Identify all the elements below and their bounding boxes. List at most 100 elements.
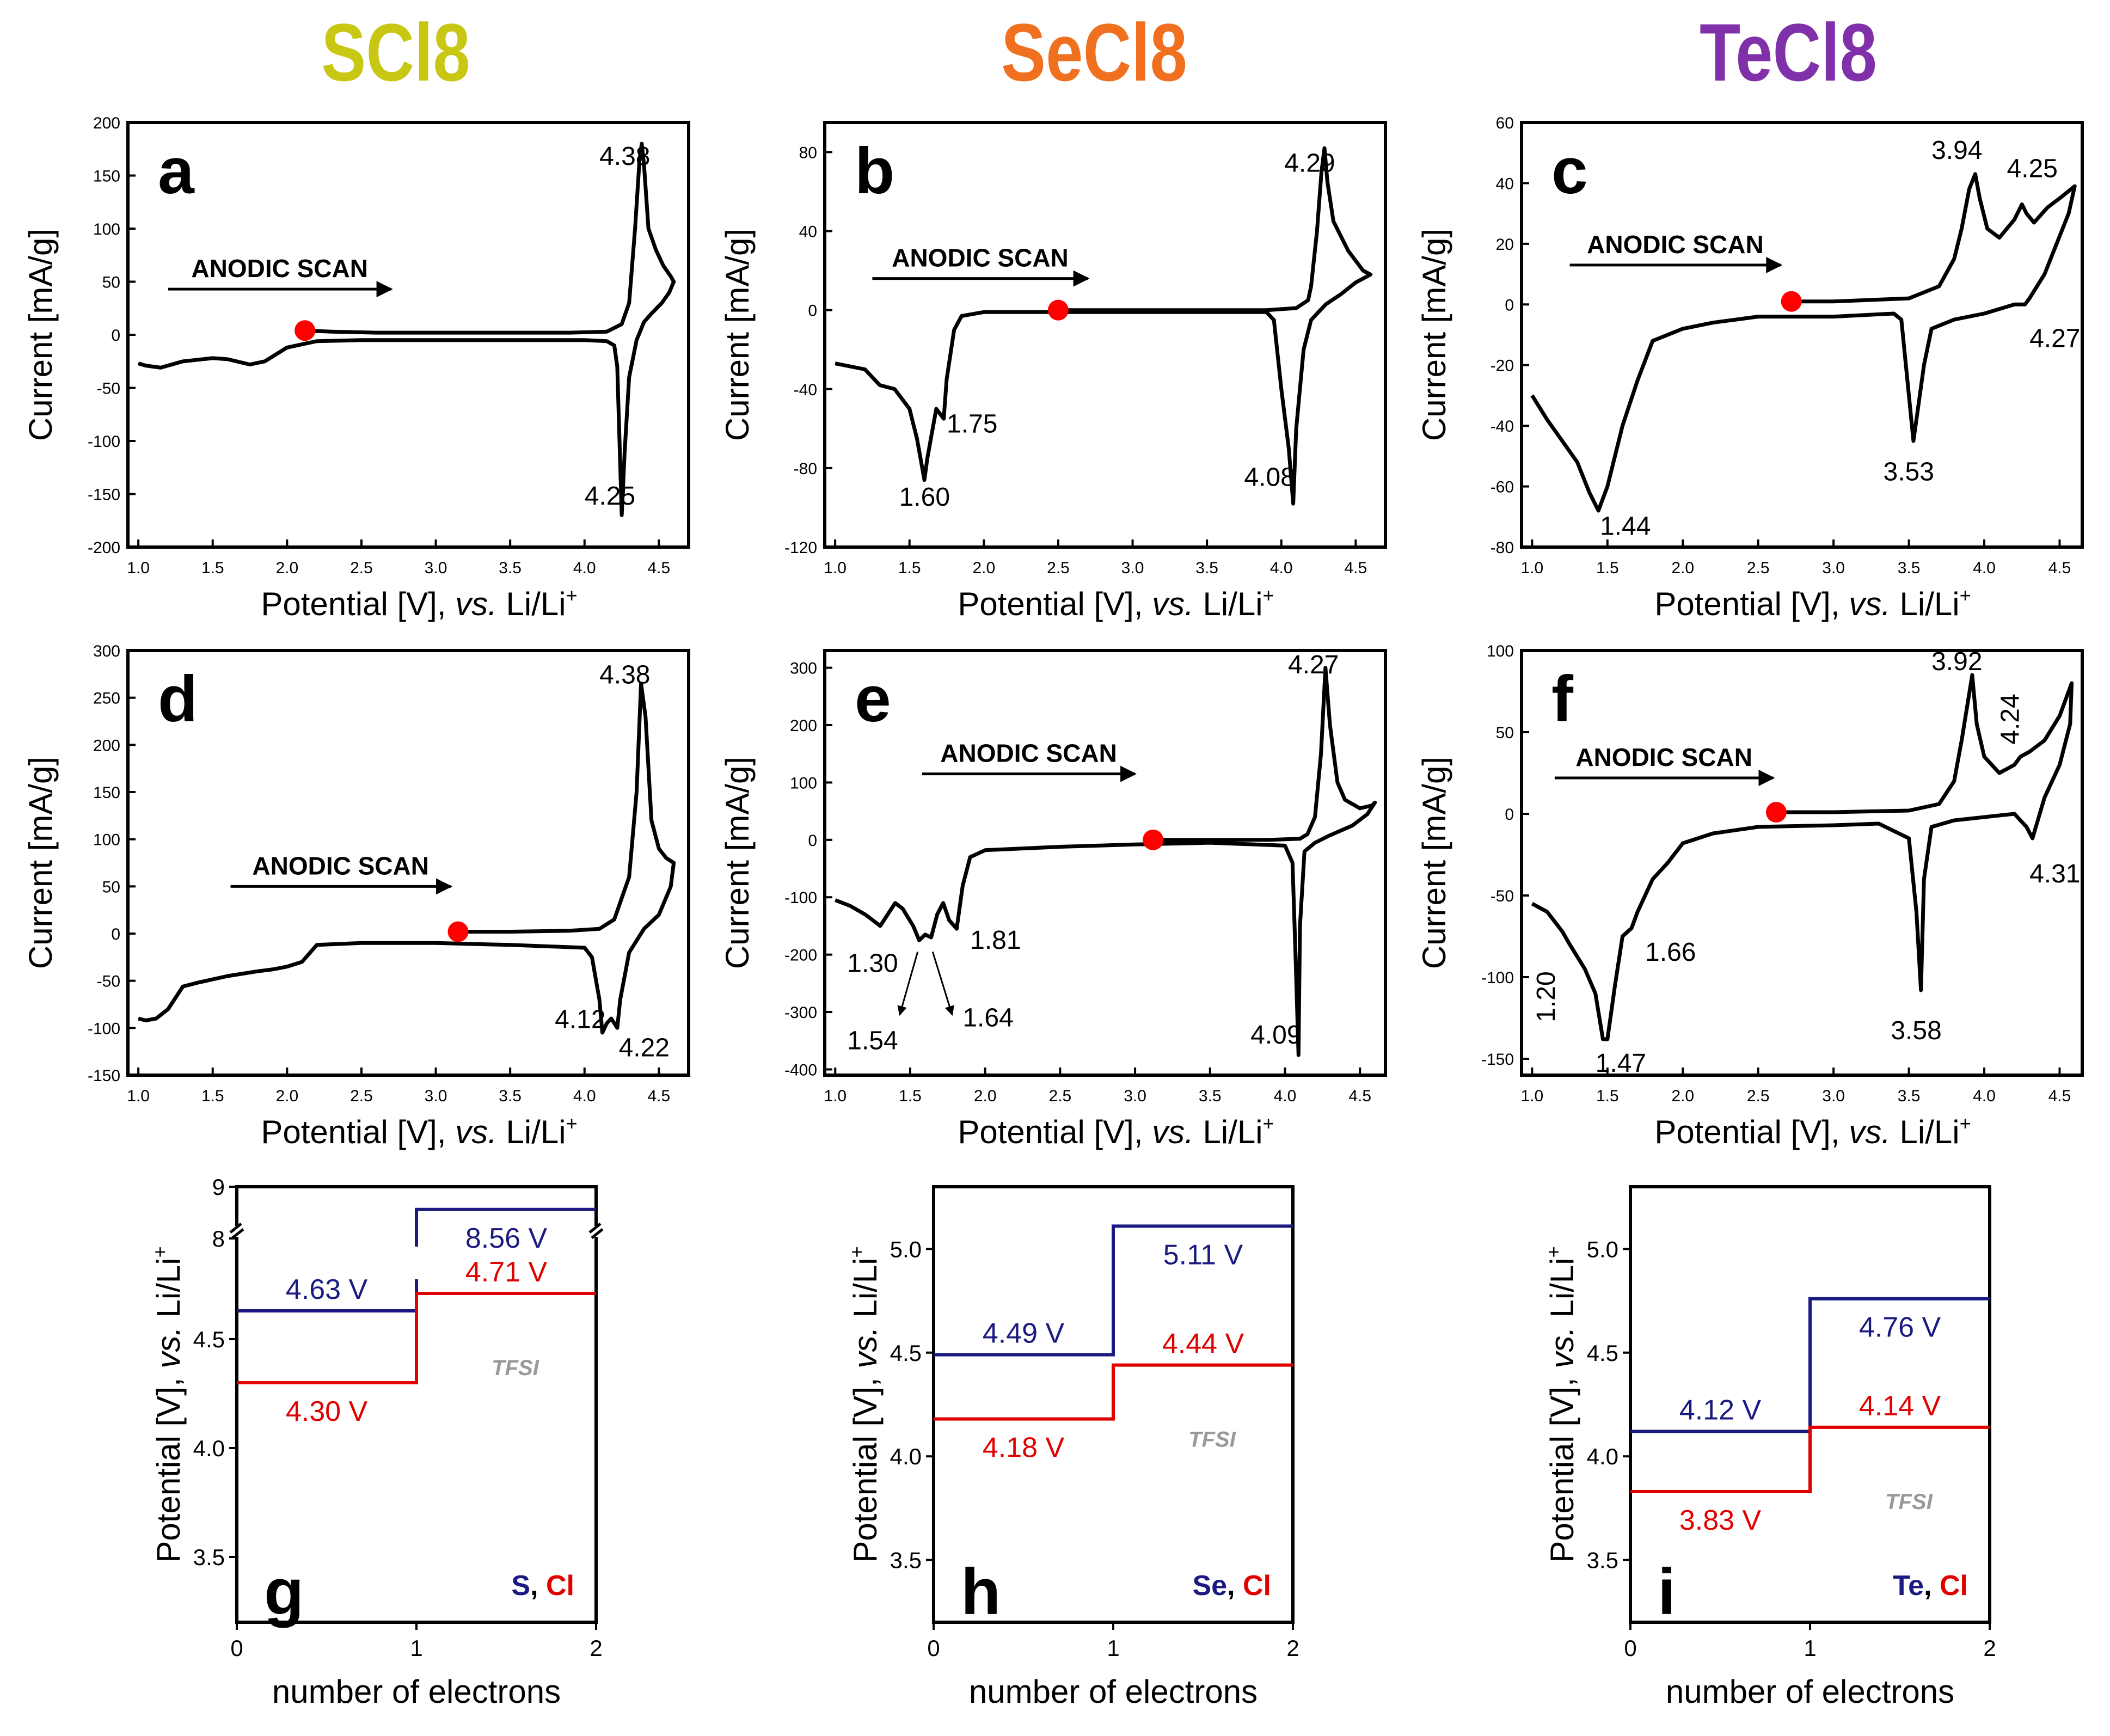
cv-panel-b: 1.0 1.5 2.0 2.5 3.0 3.5 4.0 4.5 -120 -80 -40 0 40 80 A… [719, 121, 1387, 622]
y-tick-label: 8 [212, 1226, 225, 1252]
x-tick-label: 1.5 [1596, 559, 1619, 577]
plot-frame [823, 121, 1387, 549]
cl-step-line [934, 1363, 1293, 1421]
x-tick-label: 3.0 [425, 559, 447, 577]
y-tick-label: -120 [784, 539, 817, 557]
anodic-scan-label: ANODIC SCAN [191, 254, 368, 283]
start-point-marker [1781, 291, 1802, 312]
x-axis-label: Potential [V], vs. Li/Li+ [261, 584, 577, 622]
x-tick-label: 4.5 [1348, 1087, 1371, 1105]
x-tick-label: 1.5 [899, 1087, 922, 1105]
y-tick-label: -100 [88, 1020, 120, 1038]
value-label: 4.44 V [1162, 1328, 1244, 1360]
axis-break-mark [591, 1228, 604, 1239]
panel-letter: f [1551, 662, 1574, 735]
column-title-tecl8: TeCl8 [1700, 7, 1877, 98]
panel-letter: e [855, 662, 891, 735]
value-label: 4.71 V [465, 1256, 548, 1288]
y-axis-label: Current [mA/g] [22, 229, 59, 441]
start-point-marker [447, 921, 469, 942]
y-tick-label: 200 [93, 114, 120, 132]
te-step-line [1630, 1297, 1990, 1433]
x-tick-label: 4.0 [573, 559, 596, 577]
y-tick-label: 3.5 [1587, 1548, 1618, 1573]
y-tick-label: 100 [790, 774, 817, 792]
x-tick-label: 4.0 [1274, 1087, 1297, 1105]
x-tick-label: 3.0 [425, 1087, 447, 1105]
column-title-secl8: SeCl8 [1001, 7, 1187, 98]
x-tick-label: 3.5 [499, 1087, 522, 1105]
x-tick-label: 4.5 [2048, 1087, 2071, 1105]
peak-label: 1.75 [947, 410, 997, 439]
peak-label: 1.54 [847, 1027, 898, 1056]
x-tick-label: 4.0 [1973, 1087, 1996, 1105]
x-tick-label: 3.5 [1199, 1087, 1222, 1105]
x-tick-label: 1 [1107, 1635, 1119, 1661]
value-label: 4.76 V [1859, 1312, 1941, 1344]
y-tick-label: 50 [1496, 724, 1514, 742]
x-tick-label: 1.0 [824, 1087, 847, 1105]
y-tick-label: -200 [784, 947, 817, 965]
peak-label: 3.53 [1884, 457, 1934, 486]
x-tick-label: 4.5 [647, 1087, 670, 1105]
peak-label: 4.25 [2007, 154, 2058, 183]
y-tick-label: -80 [794, 460, 817, 478]
x-tick-label: 1.0 [1521, 1087, 1544, 1105]
cv-trace [835, 146, 1373, 506]
y-tick-label: 200 [93, 737, 120, 754]
x-tick-label: 3.5 [499, 559, 522, 577]
panel-letter: b [855, 134, 894, 207]
cv-trace [835, 666, 1377, 1057]
value-label: 4.30 V [286, 1396, 368, 1427]
y-axis-label: Current [mA/g] [1416, 757, 1452, 969]
y-tick-label: 0 [1505, 806, 1514, 824]
cv-panel-a: 1.0 1.5 2.0 2.5 3.0 3.5 4.0 4.5 -200 -150 -100 -50 0… [22, 114, 690, 622]
y-axis-label: Current [mA/g] [719, 229, 756, 441]
plot-frame [823, 649, 1387, 1077]
peak-label: 3.94 [1931, 136, 1982, 165]
y-tick-label: 300 [93, 642, 120, 660]
x-tick-label: 3.0 [1121, 559, 1144, 577]
y-tick-label: 50 [102, 878, 120, 896]
y-tick-label: 0 [1505, 296, 1514, 314]
y-tick-label: 100 [93, 831, 120, 849]
x-tick-label: 1.0 [127, 559, 150, 577]
x-tick-label: 4.0 [1270, 559, 1293, 577]
y-tick-label: 0 [111, 925, 120, 943]
y-tick-label: -40 [1491, 418, 1514, 435]
y-tick-label: -100 [784, 889, 817, 907]
y-tick-label: -400 [784, 1061, 817, 1079]
peak-label: 4.09 [1250, 1021, 1301, 1050]
y-tick-label: -150 [88, 486, 120, 504]
y-tick-label: 80 [799, 144, 817, 162]
panel-letter: a [158, 134, 195, 207]
axis-break-mark [231, 1228, 244, 1239]
x-tick-label: 1.0 [824, 559, 847, 577]
tfsi-label: TFSI [1188, 1428, 1236, 1452]
anodic-scan-label: ANODIC SCAN [940, 739, 1117, 768]
legend: Se, Cl [1192, 1570, 1271, 1602]
peak-label: 1.81 [970, 926, 1021, 955]
panel-letter: h [961, 1555, 1001, 1628]
y-tick-label: 4.5 [890, 1340, 922, 1366]
x-axis-label: Potential [V], vs. Li/Li+ [1654, 584, 1971, 622]
peak-label: 4.24 [1996, 694, 2025, 744]
x-tick-label: 1.5 [201, 1087, 224, 1105]
y-tick-label: -50 [97, 973, 120, 991]
y-tick-label: 9 [212, 1174, 225, 1200]
x-tick-label: 1.0 [1521, 559, 1544, 577]
x-tick-label: 3.5 [1195, 559, 1218, 577]
peak-label: 1.30 [847, 949, 898, 978]
x-tick-label: 2.0 [972, 559, 995, 577]
y-tick-label: 5.0 [890, 1236, 922, 1262]
peak-label: 4.38 [599, 142, 650, 171]
y-tick-label: -100 [1481, 969, 1514, 987]
x-tick-label: 1.0 [127, 1087, 150, 1105]
column-title-scl8: SCl8 [321, 7, 470, 98]
peak-label: 4.29 [1284, 149, 1335, 178]
cv-panel-d: 1.0 1.5 2.0 2.5 3.0 3.5 4.0 4.5 -150 -100 -50 0 50 10… [22, 642, 690, 1150]
peak-label: 4.08 [1244, 463, 1295, 492]
cv-trace [138, 142, 676, 517]
y-tick-label: -100 [88, 433, 120, 451]
panel-letter: g [264, 1555, 304, 1628]
